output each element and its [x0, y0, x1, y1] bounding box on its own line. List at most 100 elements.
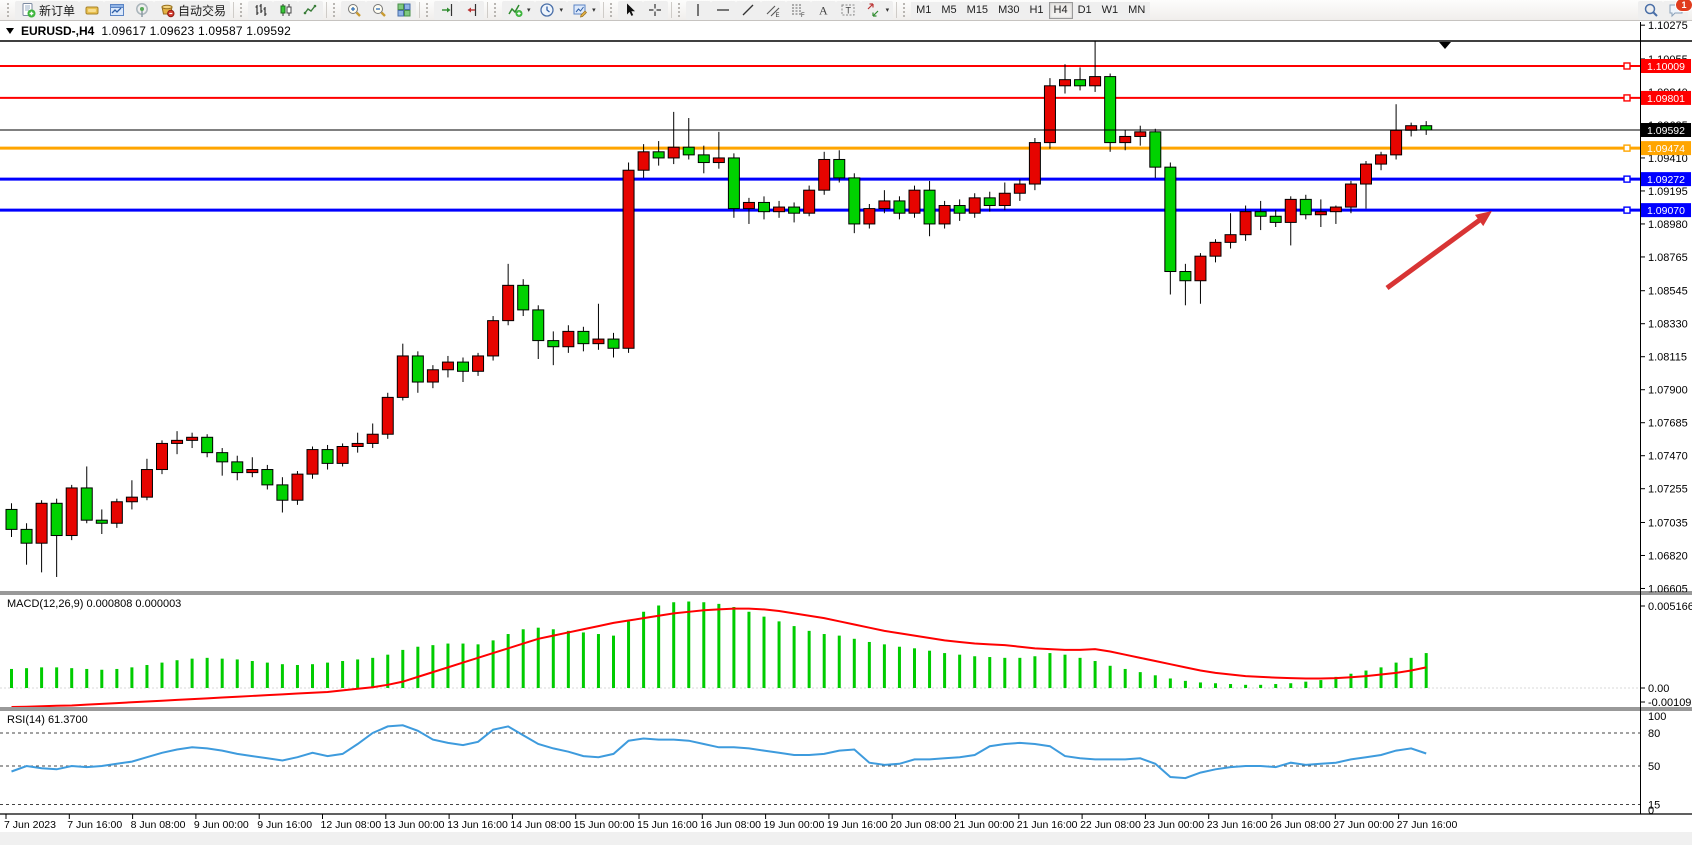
toolbar-bar-chart-mode-button[interactable] [248, 0, 274, 20]
candle-body [140, 469, 153, 498]
timeframe-d1-button[interactable]: D1 [1072, 1, 1097, 19]
timeframe-m30-button[interactable]: M30 [993, 1, 1025, 19]
hline-handle[interactable] [1623, 175, 1631, 183]
toolbar-market-watch-button[interactable] [79, 0, 105, 20]
timeframe-w1-button[interactable]: W1 [1096, 1, 1124, 19]
chart-shift-marker-icon[interactable] [1439, 42, 1451, 49]
toolbar-separator [233, 2, 235, 18]
toolbar-grip [609, 3, 615, 17]
toolbar-cursor-button[interactable] [617, 0, 643, 20]
toolbar-zoom-out-button[interactable] [366, 0, 392, 20]
timeframe-m15-button[interactable]: M15 [961, 1, 994, 19]
candle-body [923, 189, 936, 225]
candle-body [1119, 135, 1132, 144]
hline-handle[interactable] [1623, 94, 1631, 102]
candle-body [246, 469, 259, 474]
candle-body [1179, 271, 1192, 282]
timeframe-m5-button[interactable]: M5 [936, 1, 962, 19]
toolbar-trendline-tool-button[interactable] [735, 0, 761, 20]
toolbar-equidistant-channel-tool-button[interactable]: E [760, 0, 786, 20]
vline-icon [690, 2, 707, 18]
arrowsic-icon [865, 2, 882, 18]
current-price-badge [1641, 123, 1691, 138]
toolbar-horizontal-line-tool-button[interactable] [710, 0, 736, 20]
candle-body [562, 330, 575, 348]
price-tick-label: 1.07470 [1648, 451, 1688, 463]
candle-body [65, 487, 78, 537]
toolbar-templates-button[interactable]: ▾ [567, 0, 600, 20]
toolbar-grip [7, 3, 12, 17]
price-tick-label: 1.06605 [1648, 583, 1688, 595]
candle-body [517, 284, 530, 311]
chart-menu-caret-icon[interactable] [6, 28, 14, 34]
chart-caption: EURUSD-,H4 1.09617 1.09623 1.09587 1.095… [6, 24, 291, 38]
candle-body [727, 157, 740, 210]
toolbar-tile-windows-button[interactable] [391, 0, 417, 20]
toolbar-data-window-button[interactable] [104, 0, 130, 20]
timeframe-h4-button[interactable]: H4 [1048, 1, 1073, 19]
candle-body [366, 433, 379, 444]
candle-body [1314, 211, 1327, 216]
toolbar-text-label-tool-button[interactable]: T [835, 0, 861, 20]
macd-axis-label: -0.001095 [1648, 697, 1692, 709]
toolbar-candlestick-mode-button[interactable] [273, 0, 299, 20]
candle-body [637, 151, 650, 171]
toolbar-new-order-button[interactable]: 新订单 [15, 0, 80, 20]
toolbar-notifications-button[interactable]: 1 [1663, 0, 1692, 20]
candle-body [1043, 85, 1056, 144]
time-tick-label: 20 Jun 08:00 [890, 819, 951, 831]
time-tick-label: 9 Jun 16:00 [257, 819, 312, 831]
dropdown-arrow-icon[interactable]: ▾ [527, 7, 531, 14]
toolbar-arrows-tool-button[interactable]: ▾ [860, 0, 894, 20]
hline-handle[interactable] [1623, 144, 1631, 152]
toolbar-text-tool-button[interactable]: A [810, 0, 836, 20]
toolbar-grip [426, 3, 431, 17]
dropdown-arrow-icon[interactable]: ▾ [559, 7, 564, 14]
timeframe-mn-button[interactable]: MN [1123, 1, 1151, 19]
cursor-icon [622, 2, 639, 18]
toolbar-periods-button[interactable]: ▾ [534, 0, 568, 20]
candle-body [547, 340, 560, 348]
toolbar-indicators-list-button[interactable]: ▾ [502, 0, 535, 20]
candle-body [1194, 255, 1207, 282]
toolbar-auto-scroll-button[interactable] [434, 0, 460, 20]
toolbar-vertical-line-tool-button[interactable] [685, 0, 711, 20]
candle-body [652, 151, 665, 159]
timeframe-h1-button[interactable]: H1 [1024, 1, 1049, 19]
candle-body [1360, 163, 1372, 185]
main-toolbar: 新订单 自动交易 ▾ ▾ ▾ E F A T ▾ M1 M5 M15 M30 H1 H4 D1 W1 MN 1 [0, 0, 1692, 21]
toolbar-crosshair-button[interactable] [642, 0, 668, 20]
candle-body [863, 208, 876, 225]
tiles-icon [395, 2, 412, 18]
timeframe-m1-button[interactable]: M1 [911, 1, 937, 19]
rsi-indicator-label: RSI(14) 61.3700 [7, 714, 88, 726]
toolbar-search-button[interactable] [1638, 0, 1663, 20]
trend-arrow-annotation[interactable] [1385, 216, 1484, 291]
toolbar-line-chart-mode-button[interactable] [298, 0, 324, 20]
price-badge-1.09801-label: 1.09801 [1647, 93, 1685, 105]
searchic-icon [1642, 2, 1659, 18]
price-badge-1.10009-label: 1.10009 [1647, 61, 1685, 73]
dropdown-arrow-icon[interactable]: ▾ [885, 7, 890, 14]
hline-handle[interactable] [1623, 206, 1631, 214]
toolbar-signals-button[interactable] [129, 0, 155, 20]
toolbar-fibonacci-tool-button[interactable]: F [785, 0, 811, 20]
candle-body [908, 189, 921, 214]
hline-handle[interactable] [1623, 62, 1631, 70]
candle-body [667, 146, 680, 159]
trend-arrow-head[interactable] [1474, 211, 1492, 227]
dropdown-arrow-icon[interactable]: ▾ [592, 7, 596, 14]
chart-title: EURUSD-,H4 [21, 24, 95, 38]
toolbar-zoom-in-button[interactable] [341, 0, 367, 20]
toolbar-chart-shift-button[interactable] [459, 0, 485, 20]
price-badge-1.09272 [1641, 172, 1691, 187]
price-tick-label: 1.09410 [1648, 153, 1688, 165]
candle-body [351, 442, 364, 448]
price-badge-1.09070 [1641, 203, 1691, 218]
time-tick-label: 26 Jun 08:00 [1270, 819, 1331, 831]
chart-background [0, 22, 1692, 845]
toolbar-auto-trading-button[interactable]: 自动交易 [154, 0, 231, 20]
macd-signal-line [11, 607, 1427, 707]
